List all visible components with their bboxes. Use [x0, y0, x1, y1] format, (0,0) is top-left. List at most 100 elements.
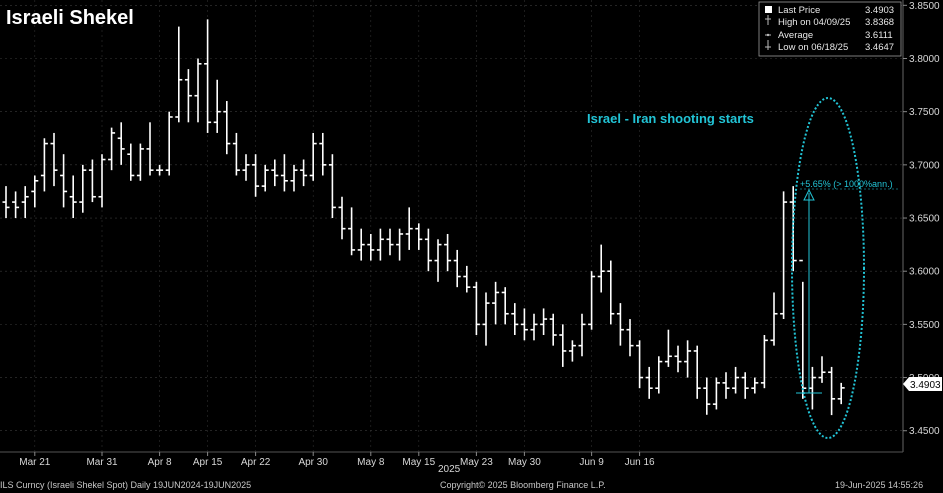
x-tick-label: May 23	[460, 457, 493, 468]
ohlc-bar	[108, 127, 116, 171]
ohlc-bar	[357, 228, 365, 261]
x-tick-label: Apr 8	[148, 457, 172, 468]
ohlc-bar	[261, 164, 269, 192]
ohlc-bar	[837, 382, 845, 405]
ohlc-bar	[156, 164, 164, 176]
y-tick-label: 3.6500	[909, 214, 940, 225]
ohlc-bar	[376, 228, 384, 261]
ohlc-bar	[146, 122, 154, 176]
ohlc-bar	[184, 69, 192, 123]
legend-last-value: 3.4903	[865, 5, 894, 16]
ohlc-bar	[338, 196, 346, 240]
legend-avg-marker	[765, 33, 771, 37]
ohlc-bar	[69, 175, 77, 219]
ohlc-bar	[309, 132, 317, 181]
ohlc-bar	[204, 19, 212, 133]
footer-right: 19-Jun-2025 14:55:26	[835, 480, 923, 490]
move-arrow-head	[803, 188, 815, 201]
legend-avg-value: 3.6111	[865, 30, 893, 41]
price-bars	[2, 19, 845, 416]
ohlc-bar	[751, 377, 759, 394]
ohlc-bar	[818, 356, 826, 383]
y-tick-label: 3.5500	[909, 320, 940, 331]
legend-last-label: Last Price	[778, 5, 820, 16]
ohlc-bar	[616, 303, 624, 346]
ohlc-bar	[540, 308, 548, 336]
last-price-tag: 3.4903	[903, 377, 942, 391]
ohlc-bar	[31, 175, 39, 208]
y-tick-label: 3.4500	[909, 426, 940, 437]
grid-lines	[0, 0, 903, 452]
ohlc-bar	[472, 281, 480, 336]
ohlc-bar	[693, 345, 701, 399]
ohlc-bar	[319, 132, 327, 176]
ohlc-bar	[645, 366, 653, 399]
ohlc-bar	[50, 132, 58, 187]
highlight-ellipse	[791, 97, 865, 439]
ohlc-bar	[722, 372, 730, 399]
ohlc-bar	[223, 101, 231, 155]
ohlc-bar	[770, 292, 778, 346]
ohlc-bar	[482, 292, 490, 346]
ohlc-bar	[98, 154, 106, 208]
ohlc-bar	[271, 159, 279, 187]
ohlc-bar	[40, 138, 48, 192]
ohlc-bar	[2, 186, 10, 219]
x-tick-label: Jun 16	[625, 457, 655, 468]
x-tick-label: May 8	[357, 457, 385, 468]
ohlc-bar	[60, 154, 68, 208]
legend-last-marker	[765, 6, 772, 13]
y-tick-label: 3.7000	[909, 160, 940, 171]
footer-left: ILS Curncy (Israeli Shekel Spot) Daily 1…	[0, 480, 251, 490]
ohlc-bar	[655, 356, 663, 394]
x-tick-label: Apr 15	[193, 457, 223, 468]
ohlc-bar	[732, 366, 740, 394]
legend-low-label: Low on 06/18/25	[778, 42, 848, 53]
ohlc-bar	[741, 372, 749, 399]
ohlc-bar	[213, 79, 221, 133]
x-tick-label: Apr 30	[298, 457, 328, 468]
ohlc-bar	[664, 329, 672, 367]
ohlc-bar	[405, 207, 413, 250]
ohlc-bar	[549, 313, 557, 346]
last-price-value: 3.4903	[910, 380, 941, 391]
ohlc-bar	[828, 366, 836, 416]
ohlc-bar	[175, 26, 183, 123]
legend-high-value: 3.8368	[865, 17, 894, 28]
footer-center: Copyright© 2025 Bloomberg Finance L.P.	[440, 480, 606, 490]
ohlc-bar	[232, 132, 240, 176]
move-annotation: +5.65% (> 1000%ann.)	[800, 179, 893, 189]
x-tick-label: Mar 31	[86, 457, 118, 468]
ohlc-bar	[127, 143, 135, 181]
ohlc-bar	[808, 366, 816, 410]
ohlc-bar	[674, 345, 682, 373]
ohlc-bar	[530, 313, 538, 341]
x-tick-label: Jun 9	[579, 457, 604, 468]
ohlc-bar	[684, 340, 692, 378]
y-tick-label: 3.7500	[909, 107, 940, 118]
ohlc-bar	[463, 265, 471, 293]
ohlc-bar	[511, 303, 519, 336]
ohlc-bar	[290, 164, 298, 192]
ohlc-bar	[626, 319, 634, 357]
x-axis-ticks: Mar 21 Mar 31 Apr 8 Apr 15 Apr 22 Apr 30 May 8…	[19, 452, 655, 468]
ohlc-bar	[760, 335, 768, 389]
x-tick-label: Apr 22	[241, 457, 271, 468]
ohlc-bar	[415, 223, 423, 250]
x-tick-label: May 15	[402, 457, 435, 468]
y-tick-label: 3.8000	[909, 54, 940, 65]
ohlc-bar	[607, 260, 615, 325]
ohlc-bar	[578, 313, 586, 357]
ohlc-bar	[386, 228, 394, 256]
ohlc-bar	[520, 308, 528, 341]
ohlc-bar	[444, 233, 452, 272]
ohlc-bar	[194, 58, 202, 123]
ohlc-bar	[367, 233, 375, 261]
ohlc-bar	[703, 377, 711, 415]
ohlc-bar	[559, 324, 567, 367]
ohlc-bar	[568, 340, 576, 362]
ohlc-bar	[712, 377, 720, 410]
ohlc-bar	[396, 228, 404, 261]
ohlc-bar	[328, 154, 336, 219]
ohlc-bar	[636, 340, 644, 389]
